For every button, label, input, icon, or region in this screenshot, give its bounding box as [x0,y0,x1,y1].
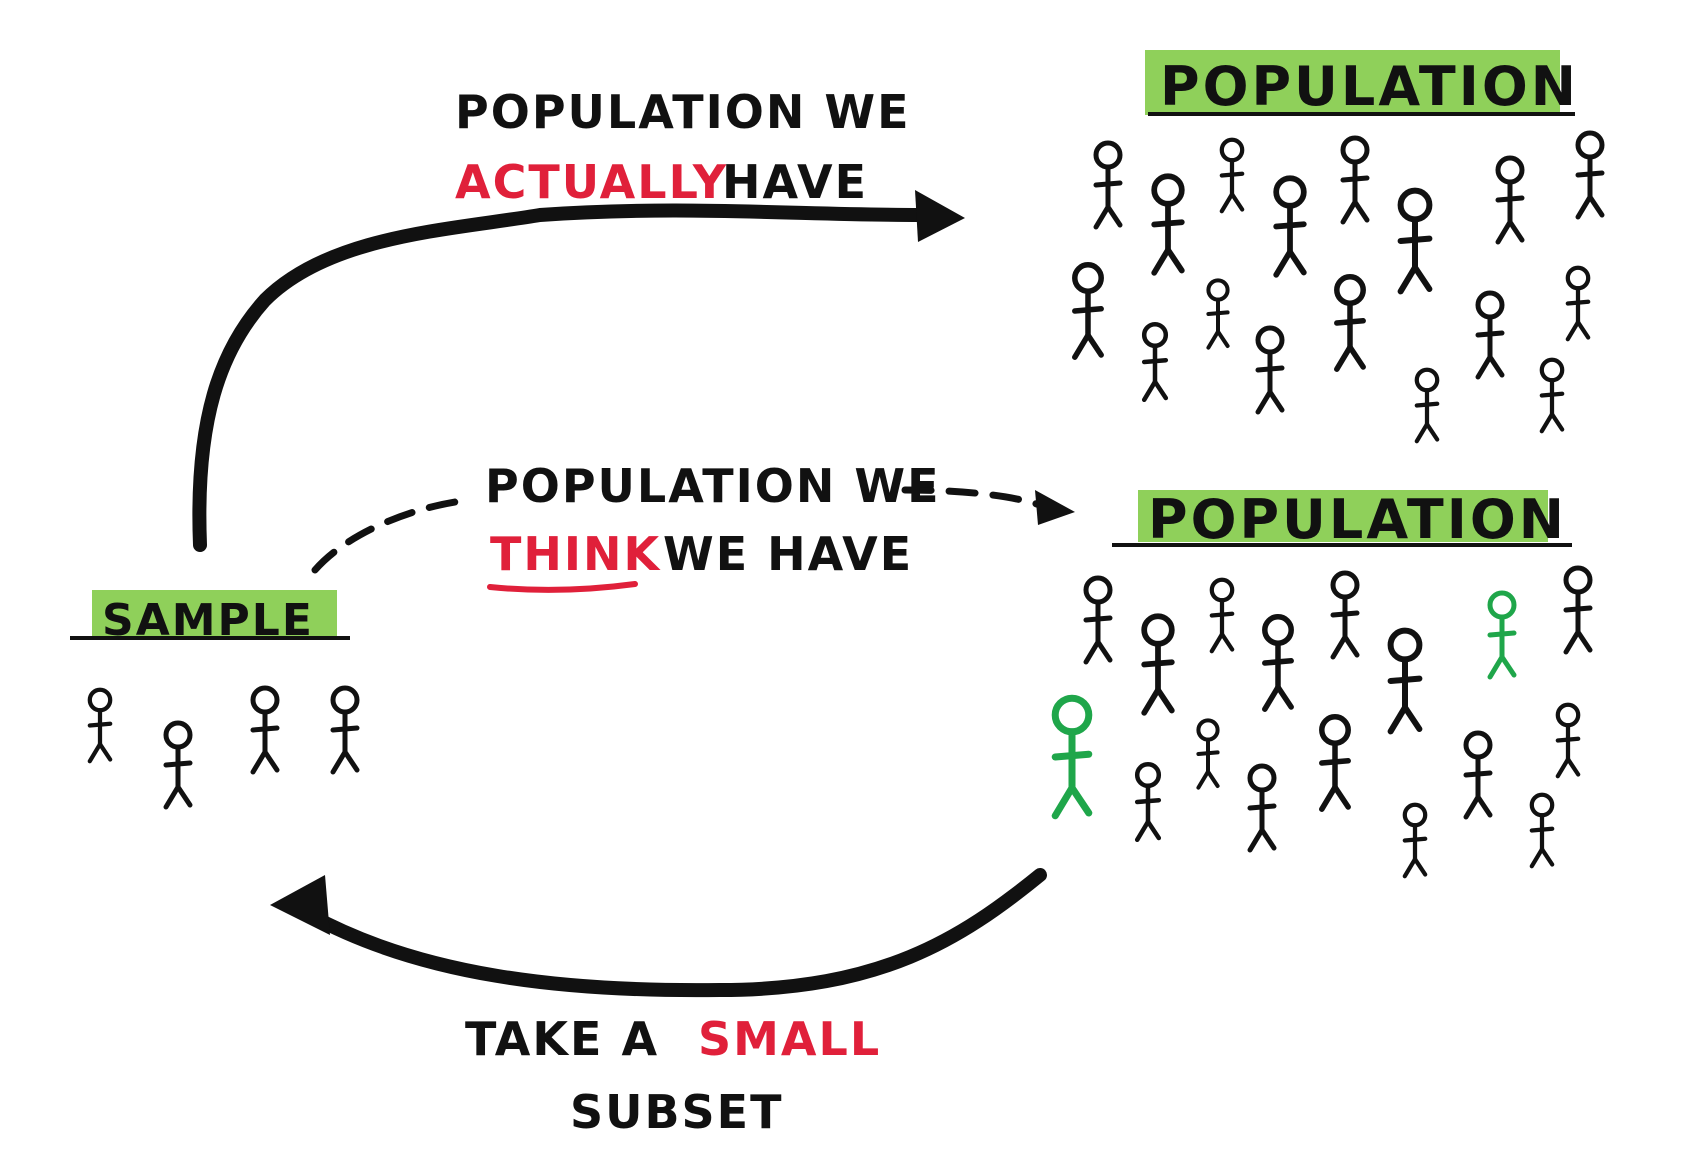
arrow-think-head [1035,490,1075,525]
population-bottom-highlight [1138,490,1548,542]
sampled-person-icon [1490,593,1514,677]
person-icon [1498,158,1522,242]
label-subset-prefix: TAKE A [465,1012,659,1066]
label-think-word: THINK [490,527,661,581]
person-icon [1075,265,1101,357]
person-icon [1222,140,1242,211]
person-icon [1198,720,1217,787]
person-icon [1568,268,1588,339]
population-top-people [1075,133,1602,441]
label-subset-word: SMALL [698,1012,881,1066]
person-icon [1212,580,1232,651]
person-icon [1258,328,1282,412]
population-bottom-title: POPULATION [1148,488,1567,551]
person-icon [1265,617,1291,709]
person-icon [1144,324,1166,400]
population-bottom-people [1086,568,1590,876]
arrow-actual-head [915,190,965,242]
population-top-title: POPULATION [1160,55,1579,118]
person-icon [1337,277,1363,369]
person-icon [1466,733,1490,817]
label-actual-line1: POPULATION WE [455,85,911,139]
label-think-tail: WE HAVE [663,527,913,581]
person-icon [253,688,277,772]
sampled-people [1055,593,1514,816]
think-underline [487,581,638,593]
arrow-subset-path [303,868,1047,998]
person-icon [166,723,190,807]
person-icon [90,690,110,761]
person-icon [1137,764,1159,840]
person-icon [1566,568,1590,652]
person-icon [1276,178,1304,275]
person-icon [1578,133,1602,217]
person-icon [1322,717,1348,809]
person-icon [1333,573,1357,657]
person-icon [1417,370,1437,441]
person-icon [1401,191,1430,292]
person-icon [1250,766,1274,850]
arrow-actual-path [192,203,927,552]
sample-people [90,688,357,807]
person-icon [1558,705,1578,776]
person-icon [1532,795,1552,866]
label-actual-tail: HAVE [722,155,868,209]
sample-highlight [92,590,337,638]
arrow-think-path [311,486,1044,574]
label-think-line1: POPULATION WE [485,459,941,513]
person-icon [1391,631,1420,732]
population-top-highlight [1145,50,1560,115]
person-icon [1405,805,1425,876]
person-icon [1086,578,1110,662]
person-icon [1208,280,1227,347]
arrow-subset-head [270,875,330,935]
sampled-person-icon [1055,698,1089,816]
person-icon [1542,360,1562,431]
person-icon [1096,143,1120,227]
person-icon [1343,138,1367,222]
person-icon [333,688,357,772]
person-icon [1144,616,1172,713]
person-icon [1478,293,1502,377]
label-actual-word: ACTUALLY [455,155,728,209]
person-icon [1154,176,1182,273]
label-subset-line2: SUBSET [570,1085,783,1139]
